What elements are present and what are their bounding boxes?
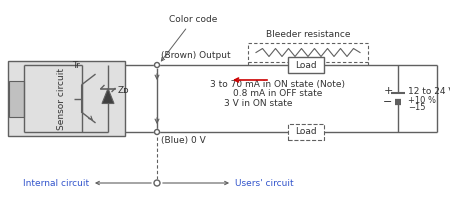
Text: 12 to 24 V DC: 12 to 24 V DC bbox=[408, 87, 450, 96]
Circle shape bbox=[154, 62, 159, 68]
Text: Color code: Color code bbox=[162, 15, 217, 61]
Text: Bleeder resistance: Bleeder resistance bbox=[266, 30, 350, 39]
Text: (Brown) Output: (Brown) Output bbox=[161, 51, 230, 60]
Text: Tr: Tr bbox=[72, 62, 80, 71]
Text: +: + bbox=[383, 86, 393, 97]
Text: Zᴅ: Zᴅ bbox=[118, 86, 130, 95]
Text: (Blue) 0 V: (Blue) 0 V bbox=[161, 136, 206, 145]
Text: −: − bbox=[383, 97, 393, 106]
Text: Internal circuit: Internal circuit bbox=[23, 178, 89, 188]
Bar bbox=[8, 61, 125, 136]
Text: −15: −15 bbox=[408, 103, 426, 112]
Text: 3 to 70 mA in ON state (Note): 3 to 70 mA in ON state (Note) bbox=[211, 79, 346, 88]
Bar bbox=[288, 57, 324, 73]
Text: Load: Load bbox=[295, 128, 317, 136]
Text: Sensor circuit: Sensor circuit bbox=[57, 68, 66, 130]
Text: 0.8 mA in OFF state: 0.8 mA in OFF state bbox=[233, 88, 323, 98]
Text: Load: Load bbox=[295, 60, 317, 70]
Bar bbox=[288, 124, 324, 140]
Polygon shape bbox=[102, 88, 114, 104]
Circle shape bbox=[154, 180, 160, 186]
Text: Users' circuit: Users' circuit bbox=[235, 178, 293, 188]
Text: +10 %: +10 % bbox=[408, 96, 436, 105]
Circle shape bbox=[154, 130, 159, 134]
Bar bbox=[248, 43, 368, 62]
Bar bbox=[9, 80, 24, 116]
Text: 3 V in ON state: 3 V in ON state bbox=[224, 98, 292, 108]
